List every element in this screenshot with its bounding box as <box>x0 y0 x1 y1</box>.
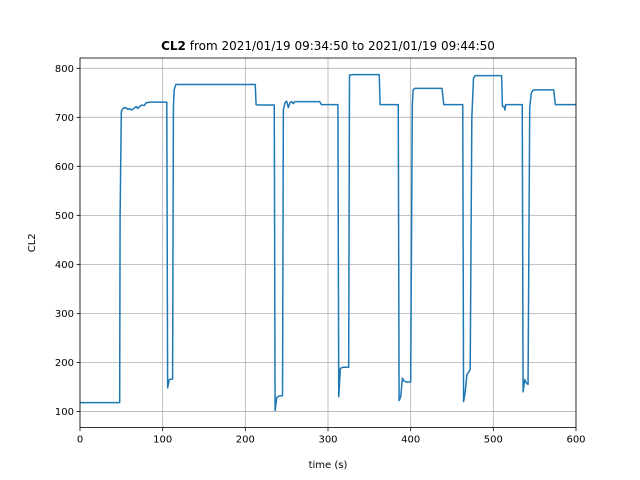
y-tick-label: 400 <box>55 260 74 271</box>
chart-title-rest: from 2021/01/19 09:34:50 to 2021/01/19 0… <box>186 39 495 53</box>
chart-title: CL2 from 2021/01/19 09:34:50 to 2021/01/… <box>161 39 495 53</box>
x-axis-ticks: 0 100 200 300 400 500 600 <box>77 427 586 446</box>
y-tick-label: 600 <box>55 162 74 173</box>
x-tick-label: 300 <box>318 435 337 446</box>
y-tick-label: 700 <box>55 113 74 124</box>
y-tick-label: 200 <box>55 358 74 369</box>
x-tick-label: 500 <box>484 435 503 446</box>
x-axis-label: time (s) <box>309 460 348 471</box>
y-axis-label: CL2 <box>27 233 38 252</box>
x-tick-label: 200 <box>236 435 255 446</box>
x-tick-label: 600 <box>566 435 585 446</box>
x-tick-label: 100 <box>153 435 172 446</box>
chart-title-bold: CL2 <box>161 39 186 53</box>
grid <box>79 58 577 428</box>
y-tick-label: 100 <box>55 407 74 418</box>
x-tick-label: 0 <box>77 435 83 446</box>
y-axis-ticks: 100 200 300 400 500 600 700 800 <box>55 64 80 418</box>
y-tick-label: 800 <box>55 64 74 75</box>
x-tick-label: 400 <box>401 435 420 446</box>
y-tick-label: 300 <box>55 309 74 320</box>
y-tick-label: 500 <box>55 211 74 222</box>
series-line <box>80 73 576 412</box>
plot-area <box>80 73 576 412</box>
